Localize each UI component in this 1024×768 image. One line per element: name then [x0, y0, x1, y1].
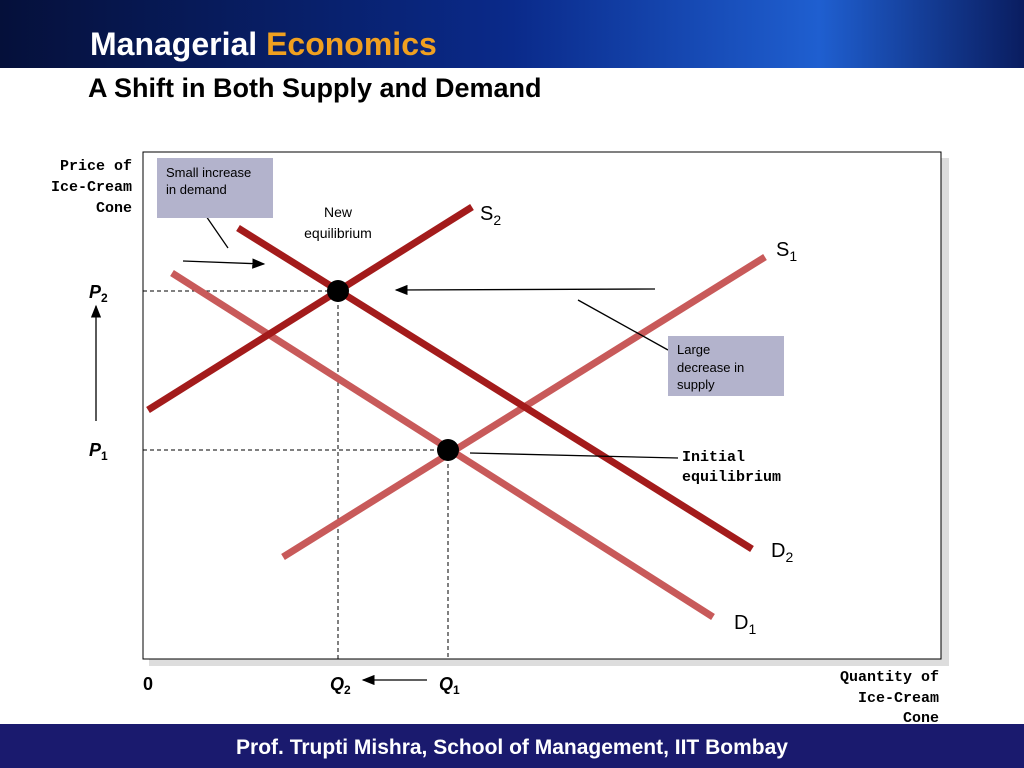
origin-label: 0: [143, 674, 153, 694]
footer-band: [0, 724, 1024, 768]
y-label-line: Price of: [60, 158, 132, 175]
annotation-text: in demand: [166, 182, 227, 197]
initial-equilibrium-point: [437, 439, 459, 461]
supply-curve-2: [146, 204, 474, 413]
curve-letter: D: [771, 540, 785, 562]
annotation-text: equilibrium: [304, 225, 372, 241]
curve-sub: 1: [789, 248, 797, 264]
quantity-sub: 2: [344, 683, 351, 697]
curve-sub: 2: [785, 549, 793, 565]
x-label-line: Cone: [903, 710, 939, 727]
annotation-text: Small increase: [166, 165, 251, 180]
price-letter: P: [89, 282, 102, 302]
quantity-label: Q2: [330, 674, 351, 697]
demand-shift-arrow: [182, 258, 266, 269]
footer-text: Prof. Trupti Mishra, School of Managemen…: [236, 736, 788, 759]
price-label: P2: [89, 282, 108, 305]
header-brand: Managerial Economics: [90, 26, 437, 62]
annotation-text: New: [324, 204, 353, 220]
annotation-text: Initial: [682, 449, 745, 466]
callout-line: [577, 299, 669, 351]
brand-2: Economics: [266, 26, 437, 62]
x-axis-label: Quantity of Ice-Cream Cone: [840, 669, 939, 727]
price-letter: P: [89, 440, 102, 460]
annotation-box: [668, 336, 784, 396]
curve-letter: S: [480, 203, 493, 225]
curve-letter: S: [776, 239, 789, 261]
price-sub: 2: [101, 291, 108, 305]
x-label-line: Ice-Cream: [858, 690, 939, 707]
callout-line: [469, 452, 679, 459]
guides: [143, 290, 449, 659]
annotation-box: [157, 158, 273, 218]
demand-curve-2: [236, 225, 754, 552]
curve-label: S1: [776, 239, 797, 264]
price-label: P1: [89, 440, 108, 463]
supply-shift-arrow: [394, 284, 656, 296]
curve-label: D2: [771, 540, 793, 565]
y-label-line: Ice-Cream: [51, 179, 132, 196]
quantity-sub: 1: [453, 683, 460, 697]
quantity-letter: Q: [439, 674, 453, 694]
plot-frame: [142, 151, 942, 660]
curve-label: D1: [734, 612, 756, 637]
x-label-line: Quantity of: [840, 669, 939, 686]
price-sub: 1: [101, 449, 108, 463]
annotation-text: equilibrium: [682, 469, 781, 486]
curve-letter: D: [734, 612, 748, 634]
curve-sub: 1: [748, 621, 756, 637]
header-band: [0, 0, 1024, 68]
slide-title: A Shift in Both Supply and Demand: [88, 73, 542, 103]
y-label-line: Cone: [96, 200, 132, 217]
arrows: [90, 199, 679, 686]
curve-label: S2: [480, 203, 501, 228]
annotation-text: decrease in: [677, 360, 744, 375]
y-axis-label: Price of Ice-Cream Cone: [51, 158, 132, 217]
quantity-letter: Q: [330, 674, 344, 694]
annotation-text: supply: [677, 377, 715, 392]
quantity-label: Q1: [439, 674, 460, 697]
annotation-text: Large: [677, 342, 710, 357]
brand-1: Managerial: [90, 26, 257, 62]
curve-sub: 2: [493, 212, 501, 228]
new-equilibrium-point: [327, 280, 349, 302]
